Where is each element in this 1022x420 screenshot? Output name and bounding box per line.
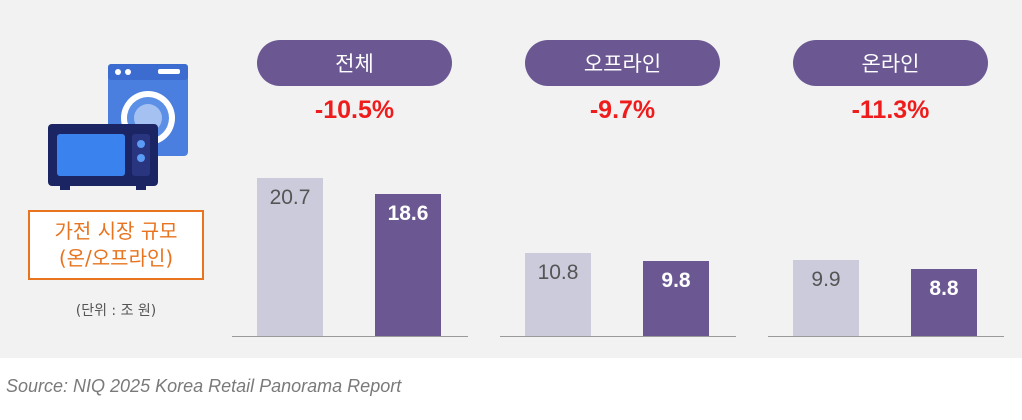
legend-line2: (온/오프라인): [58, 246, 174, 270]
group-title: 오프라인: [525, 40, 720, 86]
source-note: Source: NIQ 2025 Korea Retail Panorama R…: [6, 376, 402, 396]
baseline: [232, 336, 468, 337]
bar-curr: [375, 193, 441, 336]
value-label-curr: 8.8: [929, 276, 959, 300]
legend-box: 가전 시장 규모 (온/오프라인): [28, 210, 204, 280]
group-title: 전체: [257, 40, 452, 86]
group-online: 온라인 -11.3% 9.9 8.8: [768, 0, 1022, 358]
change-label: -11.3%: [851, 96, 930, 124]
microwave-icon: [48, 124, 158, 190]
group-total: 전체 -10.5% 20.7 18.6: [232, 0, 502, 358]
group-title: 온라인: [793, 40, 988, 86]
baseline: [768, 336, 1004, 337]
bar-curr: [911, 268, 977, 336]
chart-panel: 가전 시장 규모 (온/오프라인) (단위 : 조 원) 전체 -10.5% 2…: [0, 0, 1022, 358]
bar-prev: [257, 177, 323, 336]
bar-prev: [525, 253, 591, 336]
legend-line1: 가전 시장 규모: [54, 219, 178, 243]
change-label: -9.7%: [589, 96, 656, 124]
bar-prev: [793, 260, 859, 336]
value-label-prev: 9.9: [811, 268, 841, 292]
unit-label: (단위 : 조 원): [75, 303, 157, 319]
bar-curr: [643, 261, 709, 336]
value-label-curr: 9.8: [661, 269, 691, 293]
value-label-prev: 20.7: [269, 185, 311, 209]
change-label: -10.5%: [314, 96, 395, 124]
group-offline: 오프라인 -9.7% 10.8 9.8: [500, 0, 770, 358]
value-label-curr: 18.6: [387, 201, 429, 225]
baseline: [500, 336, 736, 337]
appliance-icon: [48, 64, 188, 190]
value-label-prev: 10.8: [537, 261, 579, 285]
